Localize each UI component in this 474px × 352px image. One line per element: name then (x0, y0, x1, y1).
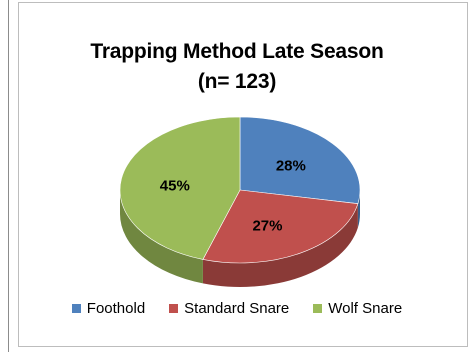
legend-item-standard-snare: Standard Snare (169, 300, 289, 317)
pie-slice-standard-snare (202, 189, 359, 264)
data-label-foothold: 28% (276, 157, 306, 174)
data-label-wolf-snare: 45% (160, 177, 190, 194)
legend-swatch (169, 304, 179, 313)
pie-side-wolf-snare (120, 190, 203, 284)
legend-item-wolf-snare: Wolf Snare (313, 300, 402, 317)
chart-legend: Foothold Standard Snare Wolf Snare (0, 300, 474, 317)
legend-swatch (71, 304, 81, 313)
chart-subtitle: (n= 123) (197, 70, 277, 93)
pie-slice-foothold (239, 116, 361, 205)
left-divider (8, 0, 9, 352)
legend-label: Standard Snare (184, 300, 290, 317)
data-label-standard-snare: 27% (252, 218, 282, 235)
legend-label: Foothold (86, 300, 146, 317)
legend-item-foothold: Foothold (71, 300, 146, 317)
pie-side-walls (120, 190, 360, 287)
chart-title: Trapping Method Late Season (90, 40, 384, 63)
pie-side-standard-snare (202, 203, 358, 287)
legend-swatch (313, 304, 323, 313)
pie-slice-wolf-snare (119, 116, 241, 260)
legend-label: Wolf Snare (328, 300, 403, 317)
pie-side-foothold (357, 190, 360, 228)
